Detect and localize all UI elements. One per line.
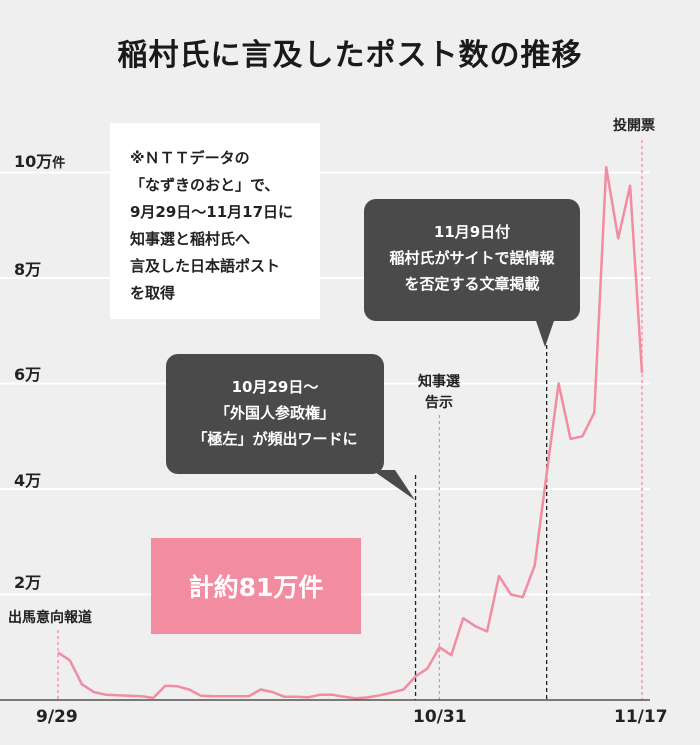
event-label-vote: 投開票 — [613, 118, 655, 134]
callout-oct29: 10月29日〜 「外国人参政権」 「極左」が頻出ワードに — [166, 354, 384, 474]
x-tick-label: 10/31 — [413, 707, 467, 727]
y-tick-label: 10万件 — [14, 148, 65, 172]
y-tick-unit: 件 — [52, 156, 66, 171]
y-tick-number: 2万 — [14, 573, 42, 592]
event-label-announce: 出馬意向報道 — [8, 610, 92, 626]
y-tick-label: 2万 — [14, 569, 41, 593]
x-tick-label: 9/29 — [36, 707, 78, 727]
total-count-box: 計約81万件 — [151, 538, 361, 634]
event-label-election-notice: 知事選 告示 — [408, 372, 470, 414]
event-label-line: 告示 — [425, 395, 453, 411]
note-line: 9月29日〜11月17日に — [130, 203, 294, 221]
data-source-note: ※ＮＴＴデータの 「なずきのおと」で、 9月29日〜11月17日に 知事選と稲村… — [110, 123, 320, 319]
note-line: ※ＮＴＴデータの — [130, 149, 250, 167]
note-line: 言及した日本語ポスト — [130, 257, 281, 275]
series-line — [57, 165, 644, 700]
y-tick-number: 6万 — [14, 365, 42, 384]
y-tick-label: 4万 — [14, 467, 41, 491]
callout-nov9: 11月9日付 稲村氏がサイトで誤情報 を否定する文章掲載 — [364, 199, 580, 321]
callout-line: 10月29日〜 — [231, 378, 319, 396]
y-tick-label: 8万 — [14, 256, 41, 280]
callout-line: を否定する文章掲載 — [404, 275, 540, 293]
callout-line: 「極左」が頻出ワードに — [192, 430, 358, 448]
note-line: 「なずきのおと」で、 — [130, 176, 280, 194]
event-label-line: 知事選 — [418, 374, 460, 390]
chart-title: 稲村氏に言及したポスト数の推移 — [117, 38, 583, 73]
x-tick-label: 11/17 — [614, 707, 668, 727]
y-tick-number: 4万 — [14, 471, 42, 490]
y-tick-number: 10万 — [14, 152, 53, 171]
note-line: 知事選と稲村氏へ — [130, 230, 251, 248]
y-tick-label: 6万 — [14, 361, 41, 385]
callout-line: 「外国人参政権」 — [214, 404, 335, 422]
y-tick-number: 8万 — [14, 260, 42, 279]
event-markers — [57, 140, 643, 700]
note-line: を取得 — [130, 284, 176, 302]
callout-line: 稲村氏がサイトで誤情報 — [389, 249, 555, 267]
callout-line: 11月9日付 — [433, 223, 511, 241]
callout-tail-oct29 — [372, 470, 415, 500]
callout-tail-nov9 — [535, 318, 555, 347]
